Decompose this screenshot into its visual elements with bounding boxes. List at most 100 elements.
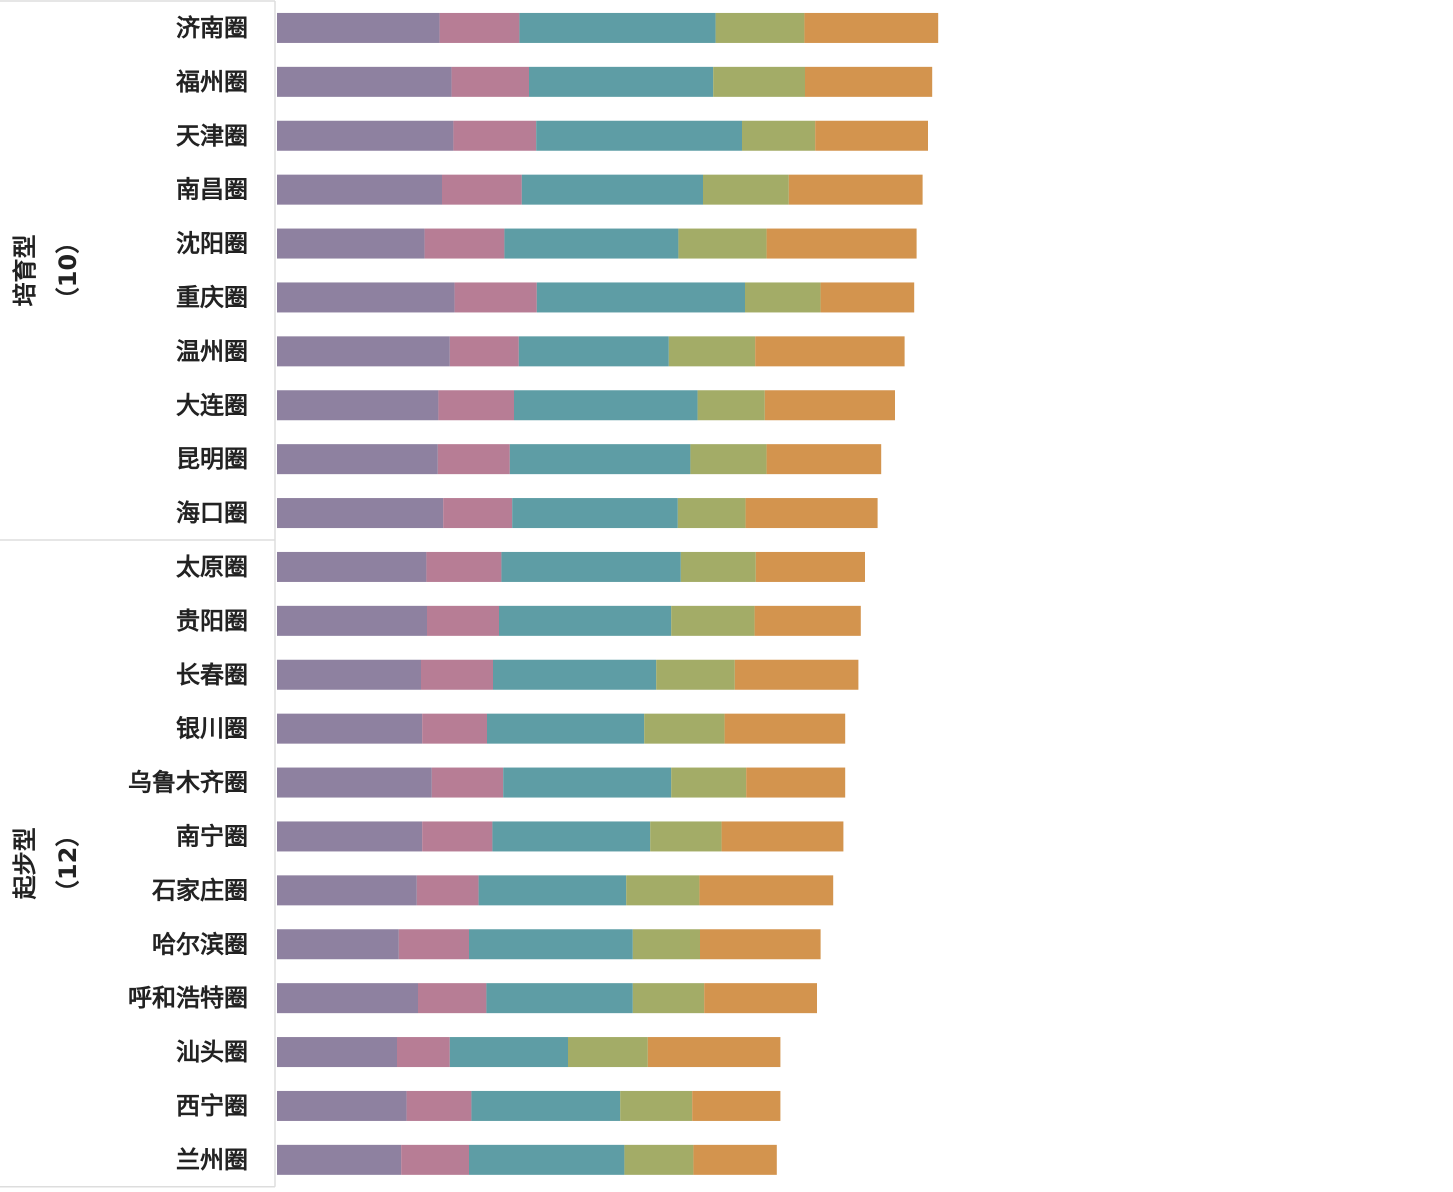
bar-segment (449, 1037, 568, 1068)
bar-segment (277, 1144, 402, 1175)
bar-segment (277, 120, 454, 151)
bar-segment (804, 12, 939, 43)
bar-segment (745, 282, 821, 313)
category-label: 沈阳圈 (176, 230, 248, 258)
bar-segment (626, 875, 700, 906)
bar-segment (700, 929, 821, 960)
bar-segment (398, 929, 469, 960)
bar-segment (620, 1090, 693, 1121)
category-label: 银川圈 (176, 715, 248, 743)
bar-segment (746, 767, 846, 798)
group-count: （10） (54, 230, 82, 311)
bar-segment (277, 66, 452, 97)
bar-segment (766, 228, 917, 259)
bar-segment (519, 12, 716, 43)
bar-segment (277, 983, 418, 1014)
bar-segment (424, 228, 505, 259)
category-label: 昆明圈 (176, 445, 248, 473)
bar-segment (788, 174, 923, 205)
category-label: 太原圈 (176, 553, 248, 581)
bar-segment (512, 498, 678, 529)
bar-segment (443, 498, 513, 529)
bar-segment (656, 659, 735, 690)
bar-segment (277, 444, 438, 475)
bar-segment (632, 929, 700, 960)
bar-segment (693, 1144, 777, 1175)
bar-segment (277, 875, 417, 906)
bar-segment (416, 875, 479, 906)
bar-segment (277, 1037, 397, 1068)
category-label: 贵阳圈 (176, 607, 248, 635)
bar-segment (536, 120, 742, 151)
bar-segment (677, 498, 746, 529)
category-label: 济南圈 (176, 14, 248, 42)
bar-segment (518, 336, 669, 367)
bar-segment (478, 875, 627, 906)
bar-segment (277, 605, 427, 636)
bar-segment (499, 605, 672, 636)
category-label: 南宁圈 (176, 822, 248, 850)
bar-segment (805, 66, 933, 97)
bar-segment (624, 1144, 694, 1175)
bar-segment (277, 228, 425, 259)
group-name: 起步型 (11, 827, 39, 900)
bar-segment (650, 821, 722, 852)
bar-segment (454, 282, 537, 313)
bar-segment (426, 551, 502, 582)
bar-segment (471, 1090, 621, 1121)
category-labels: 济南圈福州圈天津圈南昌圈沈阳圈重庆圈温州圈大连圈昆明圈海口圈太原圈贵阳圈长春圈银… (128, 14, 248, 1174)
bar-segment (277, 767, 432, 798)
bar-segment (644, 713, 725, 744)
bar-segment (754, 605, 861, 636)
bar-segment (745, 498, 878, 529)
category-label: 汕头圈 (176, 1038, 248, 1066)
category-label: 哈尔滨圈 (152, 930, 248, 958)
bar-segment (521, 174, 703, 205)
bar-segment (697, 390, 765, 421)
bar-segment (742, 120, 816, 151)
bar-segment (439, 12, 520, 43)
bar-segment (568, 1037, 648, 1068)
category-label: 南昌圈 (176, 176, 248, 204)
bar-segment (406, 1090, 472, 1121)
bar-segment (703, 174, 789, 205)
category-label: 石家庄圈 (151, 876, 248, 904)
bar-segment (493, 659, 657, 690)
bars (277, 12, 939, 1175)
bar-segment (529, 66, 714, 97)
category-label: 乌鲁木齐圈 (128, 769, 248, 797)
category-label: 大连圈 (176, 391, 248, 419)
category-label: 长春圈 (176, 661, 248, 689)
group-frame (0, 0, 276, 1188)
bar-segment (514, 390, 698, 421)
bar-segment (397, 1037, 450, 1068)
category-label: 兰州圈 (176, 1146, 248, 1174)
bar-segment (647, 1037, 781, 1068)
bar-segment (277, 174, 442, 205)
bar-segment (277, 498, 444, 529)
bar-segment (401, 1144, 469, 1175)
bar-segment (734, 659, 859, 690)
bar-segment (504, 228, 679, 259)
bar-segment (277, 713, 423, 744)
bar-segment (277, 390, 439, 421)
bar-segment (671, 767, 747, 798)
category-label: 西宁圈 (176, 1092, 248, 1120)
category-label: 海口圈 (176, 499, 248, 527)
bar-segment (721, 821, 844, 852)
category-label: 天津圈 (176, 122, 248, 150)
bar-segment (451, 66, 529, 97)
bar-segment (422, 713, 487, 744)
bar-segment (536, 282, 745, 313)
bar-segment (755, 551, 865, 582)
bar-segment (418, 983, 487, 1014)
group-name: 培育型 (11, 235, 39, 307)
bar-segment (632, 983, 705, 1014)
bar-segment (815, 120, 928, 151)
bar-segment (277, 12, 440, 43)
bar-segment (492, 821, 651, 852)
bar-segment (427, 605, 499, 636)
bar-segment (724, 713, 846, 744)
bar-segment (715, 12, 805, 43)
